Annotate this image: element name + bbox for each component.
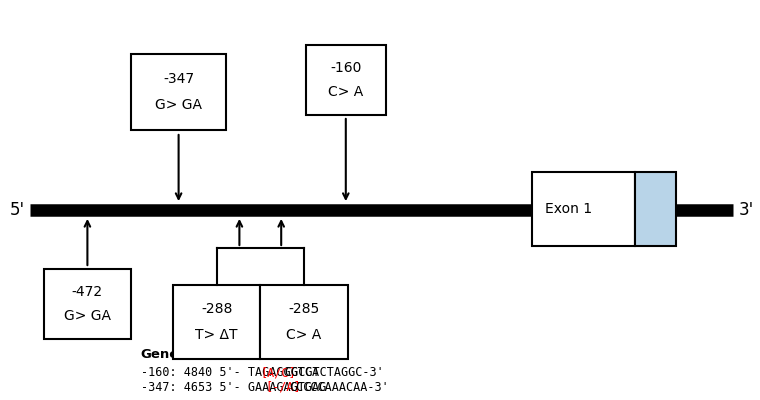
Text: [A/C]: [A/C] (260, 366, 296, 379)
Text: -285: -285 (288, 302, 320, 316)
Text: -288: -288 (201, 302, 233, 316)
Text: C> A: C> A (287, 328, 321, 342)
Text: 3': 3' (739, 201, 754, 219)
Text: GeneBank: GeneBank (141, 348, 217, 360)
Text: -160: -160 (330, 61, 362, 75)
Bar (44, 269, 131, 339)
Text: G> GA: G> GA (64, 309, 111, 323)
Text: -472: -472 (72, 285, 103, 299)
Bar (260, 285, 347, 359)
Text: CCCCCAAACAA-3': CCCCCAAACAA-3' (289, 381, 389, 394)
Bar (306, 45, 386, 115)
Text: T> ΔT: T> ΔT (195, 328, 238, 342)
Text: G> GA: G> GA (155, 98, 202, 112)
Text: -347: 4653 5'- GAAAGAGTGAG: -347: 4653 5'- GAAAGAGTGAG (141, 381, 326, 394)
Bar (173, 285, 260, 359)
Bar (131, 54, 226, 130)
Bar (532, 172, 635, 246)
Text: C> A: C> A (328, 85, 363, 99)
Text: CGCGTCTAGGC-3': CGCGTCTAGGC-3' (284, 366, 384, 379)
Text: [-/A]: [-/A] (265, 381, 301, 394)
Text: Exon 1: Exon 1 (545, 202, 592, 216)
Text: 5': 5' (10, 201, 25, 219)
Text: -160: 4840 5'- TAGAGGGTCA: -160: 4840 5'- TAGAGGGTCA (141, 366, 318, 379)
Bar (635, 172, 676, 246)
Text: -347: -347 (163, 72, 194, 86)
